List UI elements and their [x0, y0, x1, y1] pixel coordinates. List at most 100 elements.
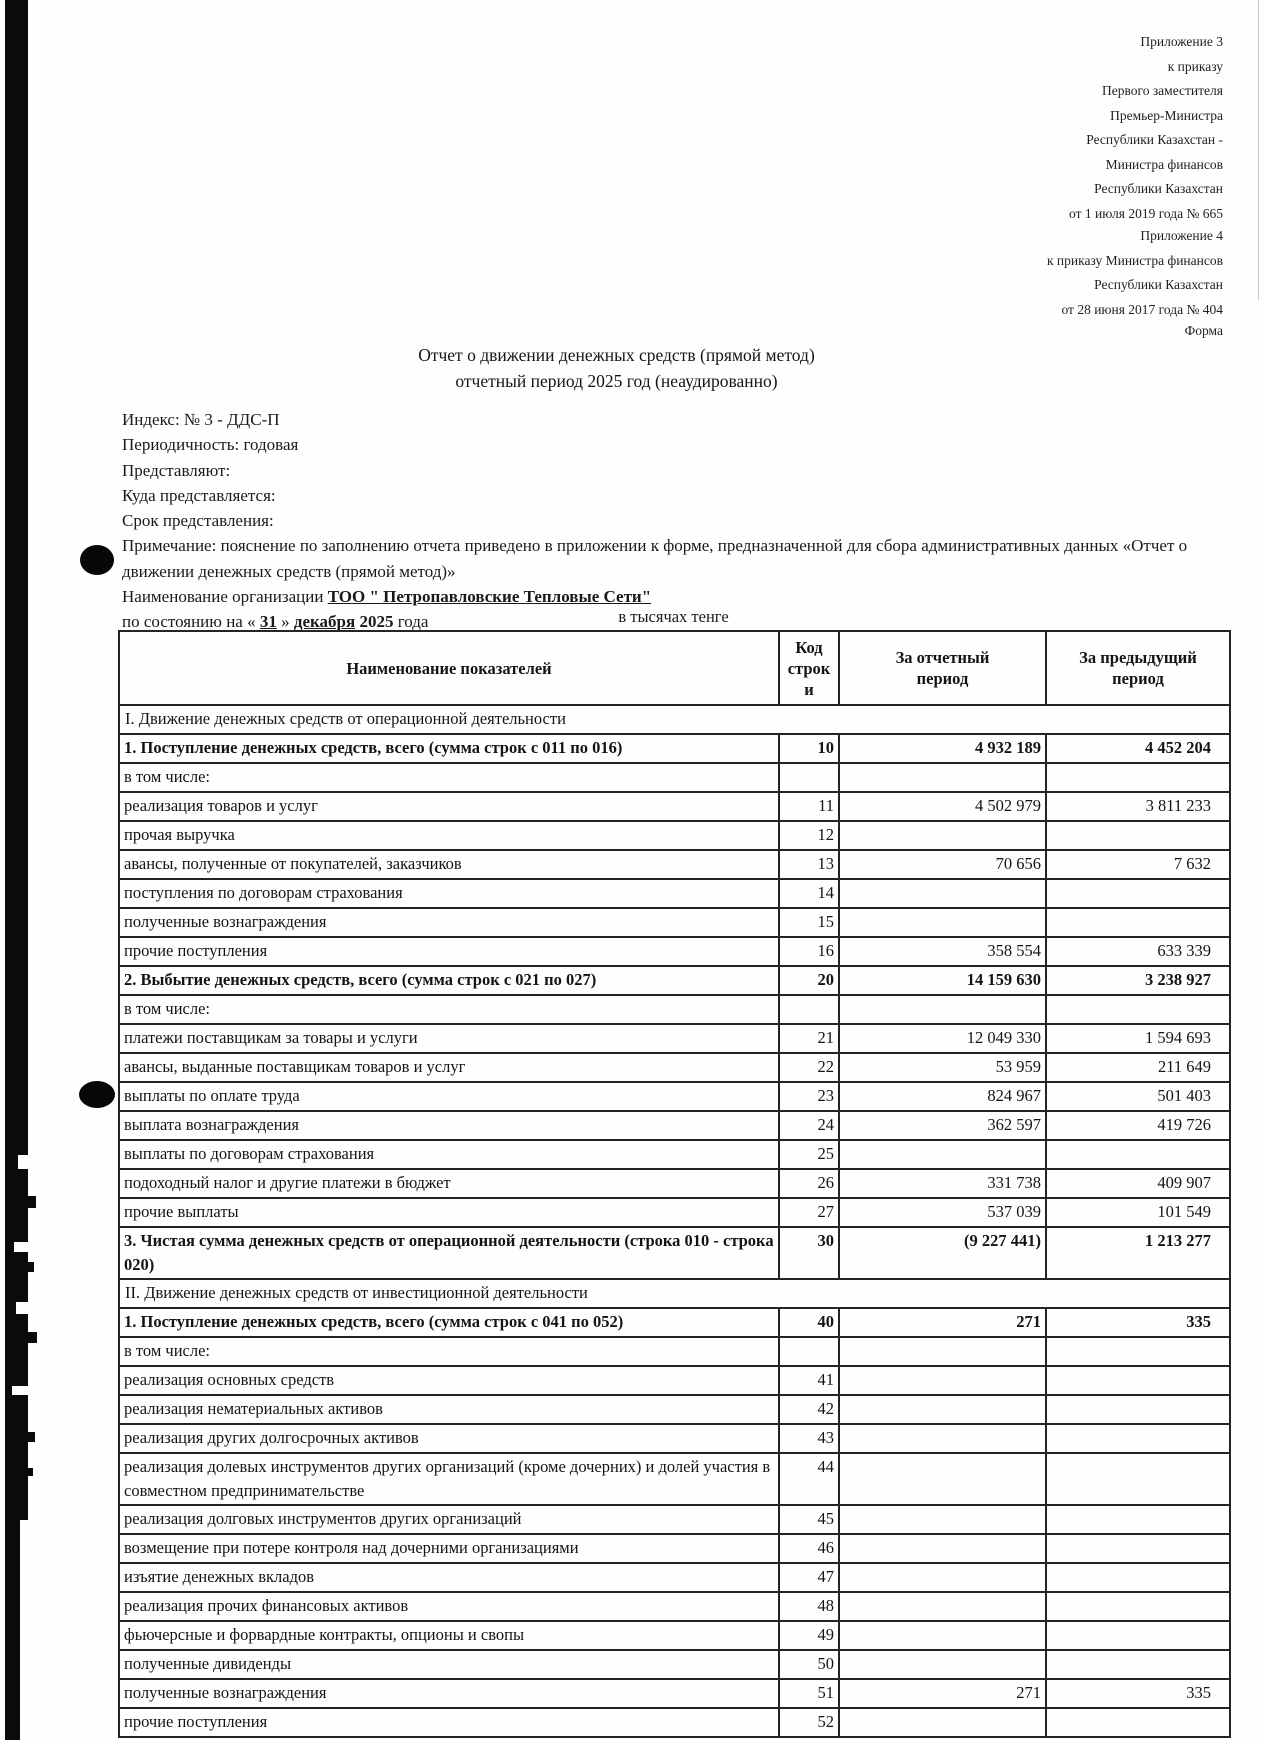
- table-row: 1. Поступление денежных средств, всего (…: [118, 733, 1231, 764]
- table-row: реализация долговых инструментов других …: [118, 1504, 1231, 1535]
- column-header-row-code: Код строк и: [778, 630, 840, 706]
- current-period-cell: [838, 907, 1047, 938]
- row-code-cell: 16: [778, 936, 840, 967]
- row-code-cell: 44: [778, 1452, 840, 1506]
- meta-line: Срок представления:: [122, 511, 274, 531]
- previous-period-cell: [1045, 1620, 1231, 1651]
- row-code-cell: [778, 994, 840, 1025]
- previous-period-cell: 3 811 233: [1045, 791, 1231, 822]
- meta-lines: Индекс: № 3 - ДДС-П Периодичность: годова…: [122, 407, 1212, 533]
- scan-edge-bar: [5, 0, 28, 1740]
- organization-name: ТОО " Петропавловские Тепловые Сети": [327, 587, 652, 607]
- row-code-cell: 12: [778, 820, 840, 851]
- table-row: платежи поставщикам за товары и услуги 21…: [118, 1023, 1231, 1054]
- row-code-cell: 21: [778, 1023, 840, 1054]
- previous-period-cell: 3 238 927: [1045, 965, 1231, 996]
- document-title-line1: Отчет о движении денежных средств (прямо…: [418, 345, 815, 365]
- table-row: 3. Чистая сумма денежных средств от опер…: [118, 1226, 1231, 1280]
- previous-period-cell: 211 649: [1045, 1052, 1231, 1083]
- table-row: авансы, выданные поставщикам товаров и у…: [118, 1052, 1231, 1083]
- indicator-name-cell: фьючерсные и форвардные контракты, опцио…: [118, 1620, 780, 1651]
- previous-period-cell: 1 213 277: [1045, 1226, 1231, 1280]
- row-code-cell: 23: [778, 1081, 840, 1112]
- row-code-cell: 20: [778, 965, 840, 996]
- previous-period-cell: [1045, 762, 1231, 793]
- punch-hole-mark: [79, 1081, 115, 1108]
- table-row: выплата вознаграждения 24 362 597 419 726: [118, 1110, 1231, 1141]
- indicator-name-cell: поступления по договорам страхования: [118, 878, 780, 909]
- row-code-cell: 40: [778, 1307, 840, 1338]
- table-row: выплаты по оплате труда 23 824 967 501 403: [118, 1081, 1231, 1112]
- indicator-name-cell: в том числе:: [118, 994, 780, 1025]
- appendix-line: Первого заместителя: [1102, 83, 1223, 98]
- indicator-name-cell: полученные дивиденды: [118, 1649, 780, 1680]
- current-period-cell: 53 959: [838, 1052, 1047, 1083]
- row-code-cell: [778, 762, 840, 793]
- previous-period-cell: 101 549: [1045, 1197, 1231, 1228]
- table-row: возмещение при потере контроля над дочер…: [118, 1533, 1231, 1564]
- indicator-name-cell: реализация других долгосрочных активов: [118, 1423, 780, 1454]
- current-period-cell: (9 227 441): [838, 1226, 1047, 1280]
- row-code-cell: 41: [778, 1365, 840, 1396]
- current-period-cell: [838, 1533, 1047, 1564]
- section-title-cell: I. Движение денежных средств от операцио…: [118, 704, 1231, 735]
- cash-flow-table: Наименование показателей Код строк и За …: [118, 630, 1231, 1738]
- column-header-current-period: За отчетный период: [838, 630, 1047, 706]
- indicator-name-cell: выплаты по договорам страхования: [118, 1139, 780, 1170]
- table-row: выплаты по договорам страхования 25: [118, 1139, 1231, 1170]
- row-code-cell: 43: [778, 1423, 840, 1454]
- meta-line: Куда представляется:: [122, 485, 276, 505]
- meta-line: Представляют:: [122, 460, 231, 480]
- previous-period-cell: [1045, 1707, 1231, 1738]
- current-period-cell: [838, 1365, 1047, 1396]
- table-row: реализация нематериальных активов 42: [118, 1394, 1231, 1425]
- current-period-cell: [838, 878, 1047, 909]
- organization-line: Наименование организации ТОО " Петропавл…: [122, 584, 1212, 609]
- table-row: полученные вознаграждения 15: [118, 907, 1231, 938]
- indicator-name-cell: прочие поступления: [118, 936, 780, 967]
- row-code-cell: 14: [778, 878, 840, 909]
- table-row: авансы, полученные от покупателей, заказ…: [118, 849, 1231, 880]
- indicator-name-cell: 1. Поступление денежных средств, всего (…: [118, 733, 780, 764]
- units-label: в тысячах тенге: [618, 607, 729, 626]
- row-code-cell: 13: [778, 849, 840, 880]
- indicator-name-cell: подоходный налог и другие платежи в бюдж…: [118, 1168, 780, 1199]
- indicator-name-cell: 2. Выбытие денежных средств, всего (сумм…: [118, 965, 780, 996]
- indicator-name-cell: полученные вознаграждения: [118, 1678, 780, 1709]
- scan-notch: [16, 1302, 28, 1314]
- current-period-cell: [838, 994, 1047, 1025]
- previous-period-cell: [1045, 1336, 1231, 1367]
- row-code-cell: 24: [778, 1110, 840, 1141]
- indicator-name-cell: реализация товаров и услуг: [118, 791, 780, 822]
- table-row: прочая выручка 12: [118, 820, 1231, 851]
- appendix-line: Приложение 3: [1140, 34, 1223, 49]
- as-of-line: по состоянию на « 31 » декабря 2025 года: [122, 609, 1212, 634]
- previous-period-cell: [1045, 907, 1231, 938]
- row-code-cell: 15: [778, 907, 840, 938]
- as-of-suffix: года: [393, 612, 429, 632]
- indicator-name-cell: в том числе:: [118, 762, 780, 793]
- previous-period-cell: [1045, 1394, 1231, 1425]
- row-code-cell: 42: [778, 1394, 840, 1425]
- indicator-name-cell: 1. Поступление денежных средств, всего (…: [118, 1307, 780, 1338]
- previous-period-cell: [1045, 1562, 1231, 1593]
- previous-period-cell: [1045, 1139, 1231, 1170]
- indicator-name-cell: выплата вознаграждения: [118, 1110, 780, 1141]
- previous-period-cell: 335: [1045, 1307, 1231, 1338]
- current-period-cell: [838, 1394, 1047, 1425]
- as-of-day: 31: [259, 612, 277, 632]
- current-period-cell: 824 967: [838, 1081, 1047, 1112]
- row-code-cell: 47: [778, 1562, 840, 1593]
- current-period-cell: [838, 1452, 1047, 1506]
- section-title-cell: II. Движение денежных средств от инвести…: [118, 1278, 1231, 1309]
- table-row: реализация долевых инструментов других о…: [118, 1452, 1231, 1506]
- table-header-row: Наименование показателей Код строк и За …: [118, 630, 1231, 706]
- organization-label: Наименование организации: [122, 587, 328, 607]
- row-code-cell: 27: [778, 1197, 840, 1228]
- current-period-cell: 70 656: [838, 849, 1047, 880]
- table-row: полученные вознаграждения 51 271 335: [118, 1678, 1231, 1709]
- previous-period-cell: 7 632: [1045, 849, 1231, 880]
- appendix-line: Республики Казахстан -: [1086, 132, 1223, 147]
- table-row: реализация товаров и услуг 11 4 502 979 3 8…: [118, 791, 1231, 822]
- meta-line: Периодичность: годовая: [122, 435, 299, 455]
